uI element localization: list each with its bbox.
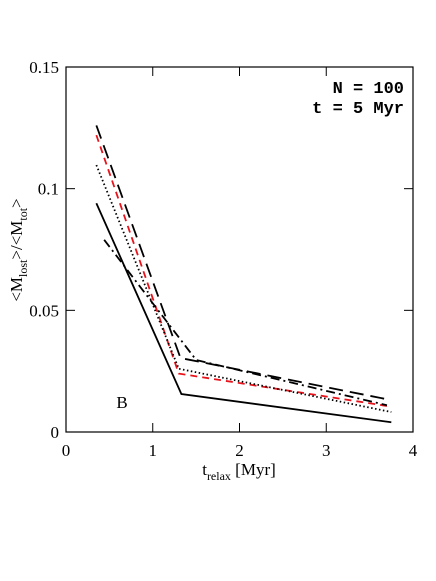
y-tick-label: 0.05 <box>29 301 59 320</box>
y-label-sub: tot <box>16 207 30 220</box>
y-tick-label: 0.1 <box>38 180 59 199</box>
x-tick-label: 3 <box>322 441 331 460</box>
y-label-main: > <box>7 198 26 208</box>
y-label-main: <M <box>7 277 26 302</box>
x-axis-label: trelax [Myr] <box>202 460 276 483</box>
y-label-sub: lost <box>16 259 30 277</box>
y-tick-label: 0.15 <box>29 58 59 77</box>
x-label-sub: relax <box>207 469 231 483</box>
panel-label: B <box>116 393 127 412</box>
x-tick-label: 1 <box>149 441 158 460</box>
x-label-rest: [Myr] <box>231 460 276 479</box>
x-tick-label: 4 <box>409 441 418 460</box>
y-tick-label: 0 <box>51 423 60 442</box>
plot-frame <box>65 66 414 433</box>
annotation: t = 5 Myr <box>312 100 404 119</box>
y-axis-label: <Mlost>/<Mtot> <box>7 198 30 301</box>
series-line <box>95 134 388 407</box>
annotation: N = 100 <box>333 80 404 99</box>
x-tick-label: 0 <box>62 441 71 460</box>
x-tick-label: 2 <box>235 441 244 460</box>
series-line <box>95 164 392 413</box>
x-label-main: t <box>202 460 207 479</box>
series-line <box>95 202 392 424</box>
series-line <box>95 125 386 400</box>
y-label-main: >/<M <box>7 221 26 260</box>
